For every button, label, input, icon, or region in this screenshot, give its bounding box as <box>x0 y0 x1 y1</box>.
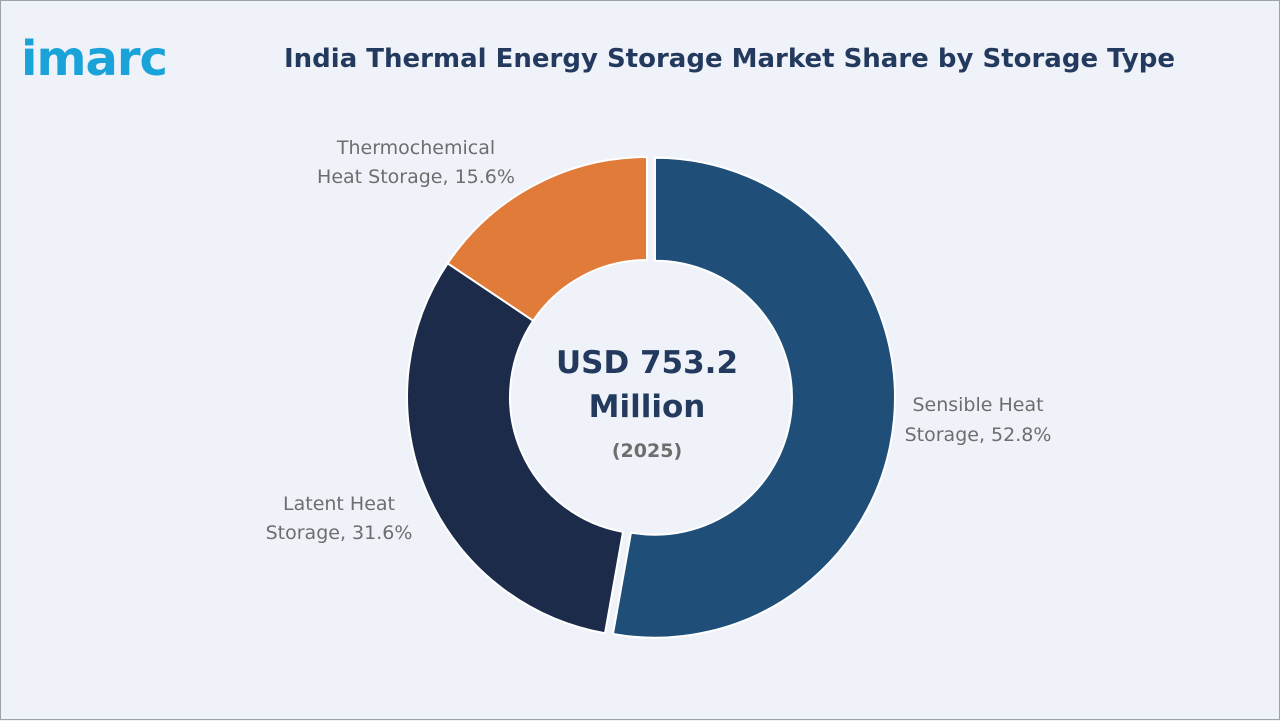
slice-label-thermochemical-line1: Thermochemical <box>336 137 495 159</box>
center-value-line1: USD 753.2 <box>556 345 738 381</box>
slice-label-sensible-line2: Storage, 52.8% <box>905 424 1052 446</box>
slices-group <box>406 155 896 639</box>
slice-label-latent-line2: Storage, 31.6% <box>266 522 413 544</box>
imarc-logo: imarc <box>21 31 168 87</box>
slice-label-latent-line1: Latent Heat <box>283 493 395 515</box>
center-year: (2025) <box>612 440 682 462</box>
donut-slice-latent <box>406 261 625 635</box>
logo-text: imarc <box>21 31 167 87</box>
chart-title: India Thermal Energy Storage Market Shar… <box>284 44 1175 74</box>
donut-slice-thermochemical <box>446 155 648 323</box>
center-value-line2: Million <box>589 389 706 425</box>
slice-label-thermochemical-line2: Heat Storage, 15.6% <box>317 166 515 188</box>
slice-label-sensible-line1: Sensible Heat <box>912 394 1043 416</box>
donut-slice-sensible <box>611 156 896 639</box>
